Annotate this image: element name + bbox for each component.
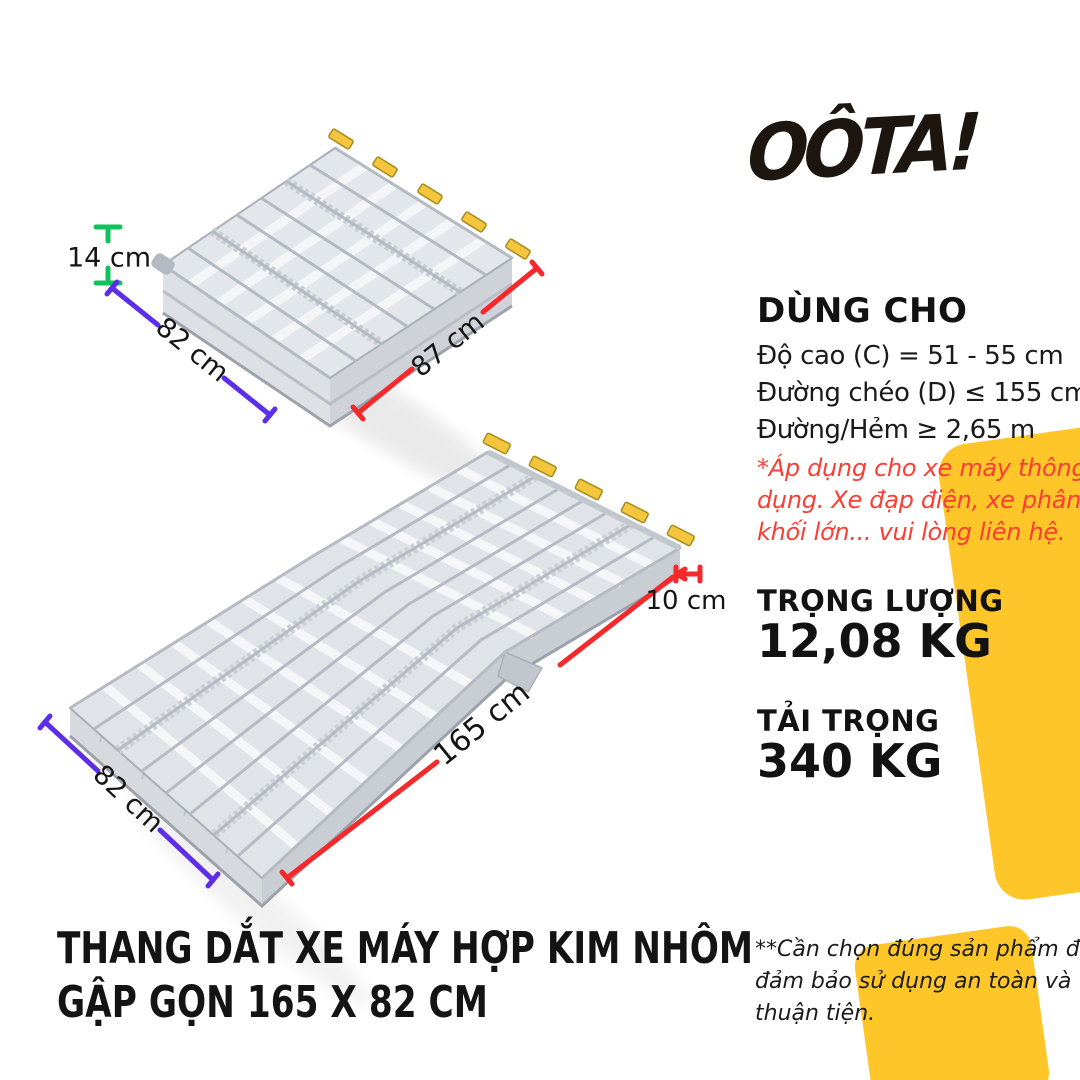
folded-ramp-illustration — [151, 128, 531, 508]
dimension-label-14cm: 14 cm — [66, 242, 152, 274]
usage-note-line: dụng. Xe đạp điện, xe phân — [757, 486, 1080, 514]
folded-ramp-front-face — [330, 258, 512, 426]
width-marker-unfolded-82cm — [37, 713, 221, 889]
product-title-line-2: GẬP GỌN 165 X 82 CM — [57, 977, 488, 1028]
product-title-line-1: THANG DẮT XE MÁY HỢP KIM NHÔM — [57, 923, 754, 974]
safety-footnote: **Cần chọn đúng sản phẩm để đảm bảo sử d… — [755, 934, 1080, 1030]
folded-ramp-hook-tabs — [328, 128, 531, 260]
safety-footnote-line: thuận tiện. — [755, 1001, 876, 1026]
usage-note-line: *Áp dụng cho xe máy thông — [757, 454, 1080, 482]
safety-footnote-line: **Cần chọn đúng sản phẩm để — [755, 937, 1080, 962]
unfolded-ramp-rails — [69, 450, 681, 880]
folded-ramp-slats — [188, 162, 486, 363]
depth-marker-folded-87cm — [350, 259, 545, 422]
product-title: THANG DẮT XE MÁY HỢP KIM NHÔM GẬP GỌN 16… — [57, 922, 753, 1030]
folded-ramp-left-face — [163, 265, 330, 426]
dimension-label-10cm: 10 cm — [645, 586, 727, 616]
usage-specs: Độ cao (C) = 51 - 55 cm Đường chéo (D) ≤… — [757, 338, 1080, 449]
width-marker-folded-82cm — [104, 279, 278, 424]
dimension-lines — [37, 224, 703, 889]
usage-spec-diagonal: Đường chéo (D) ≤ 155 cm — [757, 378, 1080, 408]
unfolded-ramp-foot-skirt — [70, 708, 262, 906]
safety-footnote-line: đảm bảo sử dụng an toàn và — [755, 969, 1072, 994]
unfolded-ramp-hook-tabs — [482, 432, 695, 547]
weight-value: 12,08 KG — [757, 614, 992, 668]
load-capacity-value: 340 KG — [757, 734, 943, 788]
unfolded-ramp-top-rail — [486, 449, 682, 551]
usage-spec-road: Đường/Hẻm ≥ 2,65 m — [757, 415, 1035, 445]
unfolded-ramp-shadow — [128, 793, 372, 1007]
folded-ramp-hinge-bracket — [151, 253, 175, 275]
usage-note: *Áp dụng cho xe máy thông dụng. Xe đạp đ… — [757, 452, 1080, 548]
folded-ramp-fold-seam — [162, 282, 513, 406]
weight-label: TRỌNG LƯỢNG — [757, 584, 1004, 618]
rail-height-marker-10cm — [673, 564, 703, 584]
folded-ramp-bottom-edge — [162, 304, 513, 428]
load-capacity-label: TẢI TRỌNG — [757, 704, 940, 738]
folded-ramp-rails — [162, 146, 513, 380]
usage-note-line: khối lớn... vui lòng liên hệ. — [757, 518, 1066, 546]
brand-logo: OÔTA! — [745, 95, 980, 200]
unfolded-ramp-bottom-edge — [69, 574, 681, 909]
usage-heading: DÙNG CHO — [757, 291, 968, 331]
unfolded-ramp-illustration — [68, 432, 695, 1007]
unfolded-ramp-hinge-plate — [497, 650, 544, 694]
usage-spec-height: Độ cao (C) = 51 - 55 cm — [757, 341, 1064, 371]
length-marker-165cm — [279, 574, 676, 887]
